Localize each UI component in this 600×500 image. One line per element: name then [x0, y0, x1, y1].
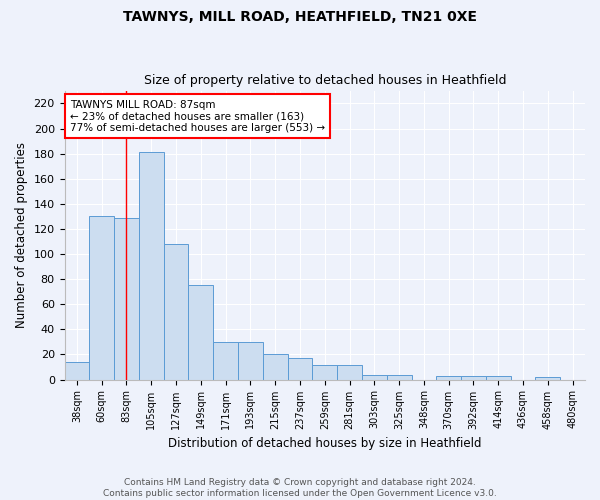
Bar: [287, 358, 313, 380]
Bar: [461, 376, 486, 380]
Bar: [213, 342, 238, 380]
Bar: [65, 362, 89, 380]
Title: Size of property relative to detached houses in Heathfield: Size of property relative to detached ho…: [143, 74, 506, 87]
Bar: [486, 376, 511, 380]
Bar: [114, 218, 139, 380]
Text: Contains HM Land Registry data © Crown copyright and database right 2024.
Contai: Contains HM Land Registry data © Crown c…: [103, 478, 497, 498]
X-axis label: Distribution of detached houses by size in Heathfield: Distribution of detached houses by size …: [168, 437, 482, 450]
Bar: [362, 374, 387, 380]
Bar: [164, 244, 188, 380]
Bar: [535, 377, 560, 380]
Bar: [238, 342, 263, 380]
Bar: [263, 354, 287, 380]
Bar: [89, 216, 114, 380]
Text: TAWNYS, MILL ROAD, HEATHFIELD, TN21 0XE: TAWNYS, MILL ROAD, HEATHFIELD, TN21 0XE: [123, 10, 477, 24]
Bar: [188, 286, 213, 380]
Bar: [313, 364, 337, 380]
Bar: [436, 376, 461, 380]
Text: TAWNYS MILL ROAD: 87sqm
← 23% of detached houses are smaller (163)
77% of semi-d: TAWNYS MILL ROAD: 87sqm ← 23% of detache…: [70, 100, 325, 133]
Bar: [387, 374, 412, 380]
Bar: [337, 364, 362, 380]
Y-axis label: Number of detached properties: Number of detached properties: [15, 142, 28, 328]
Bar: [139, 152, 164, 380]
